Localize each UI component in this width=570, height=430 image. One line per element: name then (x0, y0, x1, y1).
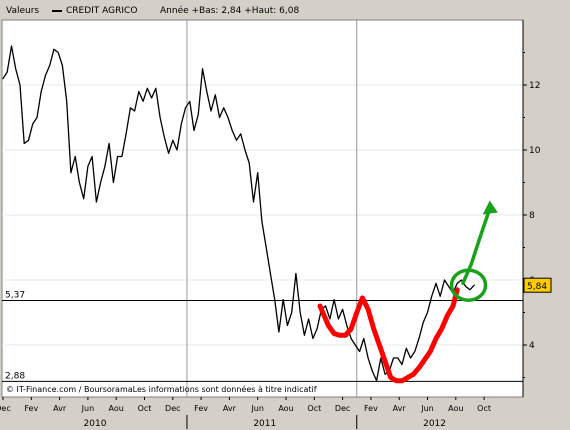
red-pattern-annotation (317, 287, 460, 384)
year-range-stats: Année +Bas: 2,84 +Haut: 6,08 (160, 6, 300, 16)
x-tick-label: Aou (448, 404, 463, 413)
x-tick-label: Aou (278, 404, 293, 413)
x-tick-label: Dec (335, 404, 350, 413)
year-label: 2010 (84, 419, 107, 429)
y-axis: 1210864 (522, 20, 541, 397)
source-note: © IT-Finance.com / BoursoramaLes informa… (6, 385, 317, 394)
x-tick-label: Fev (194, 404, 208, 413)
x-tick-label: Oct (307, 404, 321, 413)
x-tick-label: Oct (138, 404, 152, 413)
x-tick-label: Avr (53, 404, 67, 413)
green-arrow-annotation (461, 206, 492, 286)
y-tick-label: 4 (529, 341, 535, 351)
last-price-badge: 5,84 (523, 277, 552, 293)
x-tick-label: Fev (24, 404, 38, 413)
green-arrow-head (482, 200, 498, 215)
last-price-label: 5,84 (527, 282, 547, 292)
x-tick-label: Aou (109, 404, 124, 413)
year-label: 2011 (253, 419, 276, 429)
x-tick-label: Avr (393, 404, 407, 413)
x-tick-label: Dec (0, 404, 11, 413)
y-tick-label: 8 (529, 211, 535, 221)
series-layer (2, 45, 498, 384)
x-tick-label: Oct (477, 404, 491, 413)
reference-label: 2,88 (5, 371, 25, 381)
reference-label: 5,37 (5, 290, 25, 300)
reference-lines: 5,37 2,88 (2, 290, 523, 382)
series-label: Valeurs (6, 6, 40, 16)
green-circle-annotation (449, 268, 488, 302)
y-tick-label: 12 (529, 81, 540, 91)
instrument-name: CREDIT AGRICO (66, 6, 138, 16)
x-tick-label: Jun (250, 404, 264, 413)
last-price-box (523, 277, 552, 293)
y-tick-label: 10 (529, 146, 541, 156)
x-tick-label: Jun (420, 404, 434, 413)
year-label: 2012 (423, 419, 446, 429)
x-tick-label: Avr (223, 404, 237, 413)
legend-swatch (52, 6, 62, 16)
x-axis: Dec Fev Avr Jun Aou Oct Dec Fev Avr Jun Aou Oct Dec F… (0, 397, 491, 429)
x-tick-label: Fev (364, 404, 378, 413)
grid (2, 20, 523, 397)
x-tick-label: Jun (81, 404, 95, 413)
plot-area (1, 19, 524, 398)
price-line (2, 45, 475, 382)
x-tick-label: Dec (165, 404, 180, 413)
